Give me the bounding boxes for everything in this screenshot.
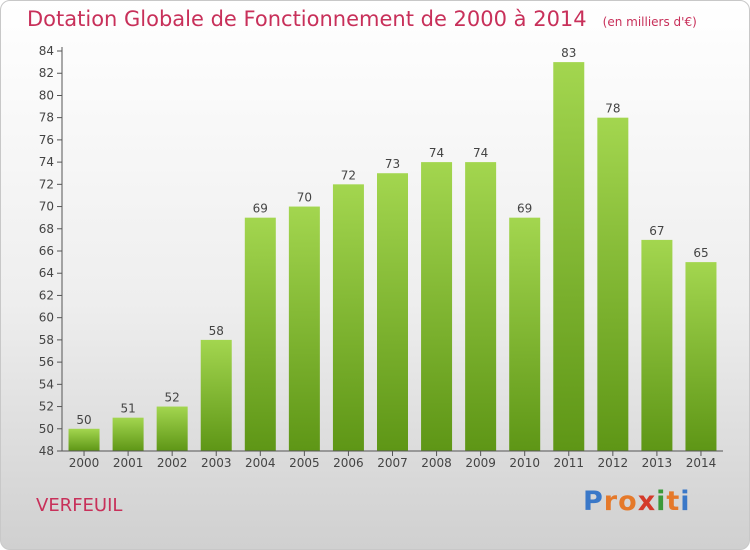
logo-letter: i (656, 486, 667, 517)
chart-unit: (en milliers d'€) (602, 15, 697, 29)
bar-value-label: 70 (297, 191, 312, 205)
y-tick-label: 62 (39, 288, 54, 302)
logo-letter: x (637, 486, 657, 517)
bar-2001 (112, 417, 144, 451)
x-tick-label: 2000 (69, 456, 100, 470)
x-tick-label: 2009 (465, 456, 496, 470)
bar-value-label: 83 (561, 46, 576, 60)
x-tick-label: 2013 (642, 456, 673, 470)
bar-2011 (553, 62, 585, 451)
x-tick-label: 2012 (598, 456, 629, 470)
bar-2008 (421, 162, 453, 451)
bar-value-label: 78 (605, 102, 620, 116)
bar-2014 (685, 262, 717, 451)
y-tick-label: 70 (39, 200, 54, 214)
y-tick-label: 56 (39, 355, 54, 369)
proxiti-logo: Proxiti (583, 486, 691, 517)
x-tick-label: 2001 (113, 456, 144, 470)
x-tick-label: 2004 (245, 456, 276, 470)
bar-2013 (641, 239, 673, 451)
y-tick-label: 48 (39, 444, 54, 458)
x-tick-label: 2008 (421, 456, 452, 470)
y-axis: 48 50 52 54 56 58 60 62 64 66 68 70 72 74 76 78 80 82 84 (39, 44, 63, 458)
bar-value-label: 50 (76, 413, 91, 427)
logo-letter: P (583, 486, 604, 517)
x-tick-label: 2007 (377, 456, 408, 470)
x-tick-label: 2005 (289, 456, 320, 470)
logo-letter: r (603, 486, 619, 517)
x-tick-label: 2006 (333, 456, 364, 470)
y-tick-label: 78 (39, 111, 54, 125)
y-tick-label: 54 (39, 377, 54, 391)
y-tick-label: 80 (39, 88, 54, 102)
bar-value-label: 51 (120, 402, 135, 416)
y-tick-label: 50 (39, 422, 54, 436)
x-tick-label: 2014 (686, 456, 717, 470)
bar-2012 (597, 117, 629, 452)
x-tick-label: 2011 (553, 456, 584, 470)
bar-2009 (465, 162, 497, 451)
y-tick-label: 74 (39, 155, 54, 169)
logo-letter: i (680, 486, 691, 517)
y-tick-label: 60 (39, 311, 54, 325)
x-tick-label: 2002 (157, 456, 188, 470)
y-tick-label: 84 (39, 44, 54, 58)
bar-value-label: 69 (253, 202, 268, 216)
bar-2010 (509, 217, 541, 451)
y-tick-label: 72 (39, 177, 54, 191)
logo-letter: t (666, 486, 681, 517)
y-tick-label: 82 (39, 66, 54, 80)
bar-value-label: 58 (209, 324, 224, 338)
y-tick-label: 66 (39, 244, 54, 258)
y-tick-label: 76 (39, 133, 54, 147)
chart-title: Dotation Globale de Fonctionnement de 20… (27, 7, 697, 31)
bar-value-label: 67 (649, 224, 664, 238)
bar-value-label: 74 (429, 146, 444, 160)
logo-letter: o (618, 486, 638, 517)
bar-value-label: 72 (341, 168, 356, 182)
y-tick-label: 68 (39, 222, 54, 236)
bar-2004 (244, 217, 276, 451)
bar-value-label: 73 (385, 157, 400, 171)
bar-value-label: 69 (517, 202, 532, 216)
bar-2002 (156, 406, 188, 451)
bar-2007 (377, 173, 408, 451)
x-tick-label: 2010 (509, 456, 540, 470)
bar-2000 (68, 428, 100, 451)
x-axis: 2000 2001 2002 2003 2004 2005 2006 2007 2008 2009… (62, 450, 723, 470)
bar-2005 (288, 206, 320, 451)
bar-value-label: 65 (693, 246, 708, 260)
y-tick-label: 52 (39, 400, 54, 414)
bar-2003 (200, 339, 232, 451)
y-tick-label: 58 (39, 333, 54, 347)
bar-value-label: 74 (473, 146, 488, 160)
chart-title-text: Dotation Globale de Fonctionnement de 20… (27, 7, 587, 31)
bars: 50 51 52 58 69 70 72 73 74 74 69 83 78 67 65 (68, 46, 717, 452)
bar-2006 (332, 184, 364, 452)
y-tick-label: 64 (39, 266, 54, 280)
x-tick-label: 2003 (201, 456, 232, 470)
commune-name: VERFEUIL (36, 495, 123, 516)
bar-value-label: 52 (165, 391, 180, 405)
